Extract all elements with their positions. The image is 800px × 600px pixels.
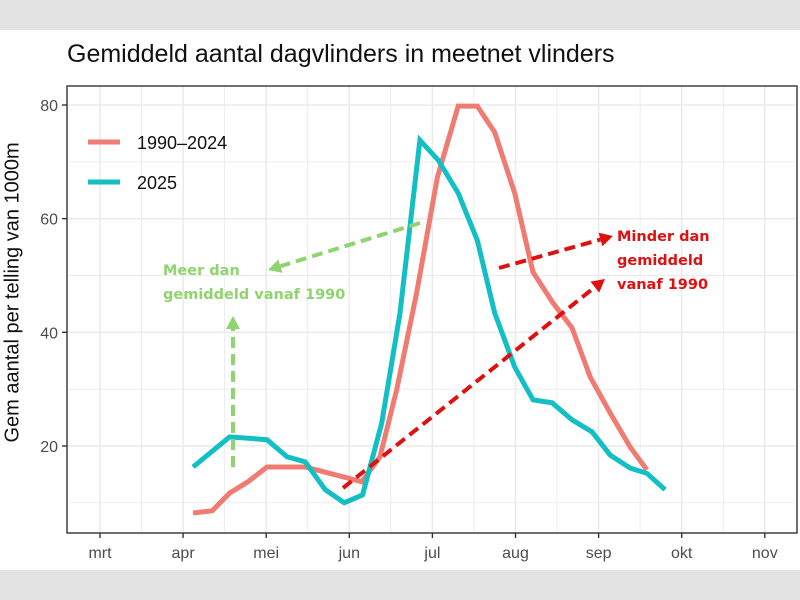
arrow-head bbox=[590, 279, 605, 293]
arrow-shaft bbox=[341, 285, 597, 490]
red-arrow-lower bbox=[341, 279, 605, 490]
x-tick-label: nov bbox=[752, 545, 778, 562]
y-tick-label: 20 bbox=[40, 439, 58, 456]
x-tick-label: jul bbox=[423, 545, 440, 562]
arrow-shaft bbox=[498, 237, 602, 270]
y-tick-label: 80 bbox=[40, 98, 58, 115]
x-tick-label: sep bbox=[586, 545, 612, 562]
annotation-more-text: Meer dan bbox=[163, 263, 240, 279]
annotation-less-text: vanaf 1990 bbox=[617, 277, 708, 293]
arrow-head bbox=[268, 259, 283, 273]
green-arrow-vertical bbox=[226, 316, 240, 467]
annotation-less-text: gemiddeld bbox=[617, 253, 703, 269]
arrow-shaft bbox=[279, 221, 421, 269]
x-tick-label: apr bbox=[172, 545, 196, 562]
x-tick-label: aug bbox=[502, 545, 529, 562]
chart-title: Gemiddeld aantal dagvlinders in meetnet … bbox=[67, 40, 615, 68]
red-arrow-upper bbox=[498, 232, 613, 270]
annotation-more-text: gemiddeld vanaf 1990 bbox=[163, 287, 345, 303]
x-tick-label: jun bbox=[338, 545, 360, 562]
annotation-less-text: Minder dan bbox=[617, 229, 710, 245]
x-tick-label: mei bbox=[253, 545, 279, 562]
arrow-head bbox=[226, 316, 240, 329]
series-line-2025 bbox=[191, 134, 667, 506]
y-tick-label: 40 bbox=[40, 325, 58, 342]
legend-label: 1990–2024 bbox=[137, 133, 227, 153]
series-line-1990-2024 bbox=[192, 103, 649, 516]
x-tick-label: mrt bbox=[88, 545, 112, 562]
x-tick-label: okt bbox=[671, 545, 693, 562]
green-arrow-diagonal bbox=[268, 221, 421, 273]
legend-label: 2025 bbox=[137, 173, 177, 193]
y-tick-label: 60 bbox=[40, 212, 58, 229]
arrow-head bbox=[598, 232, 613, 247]
